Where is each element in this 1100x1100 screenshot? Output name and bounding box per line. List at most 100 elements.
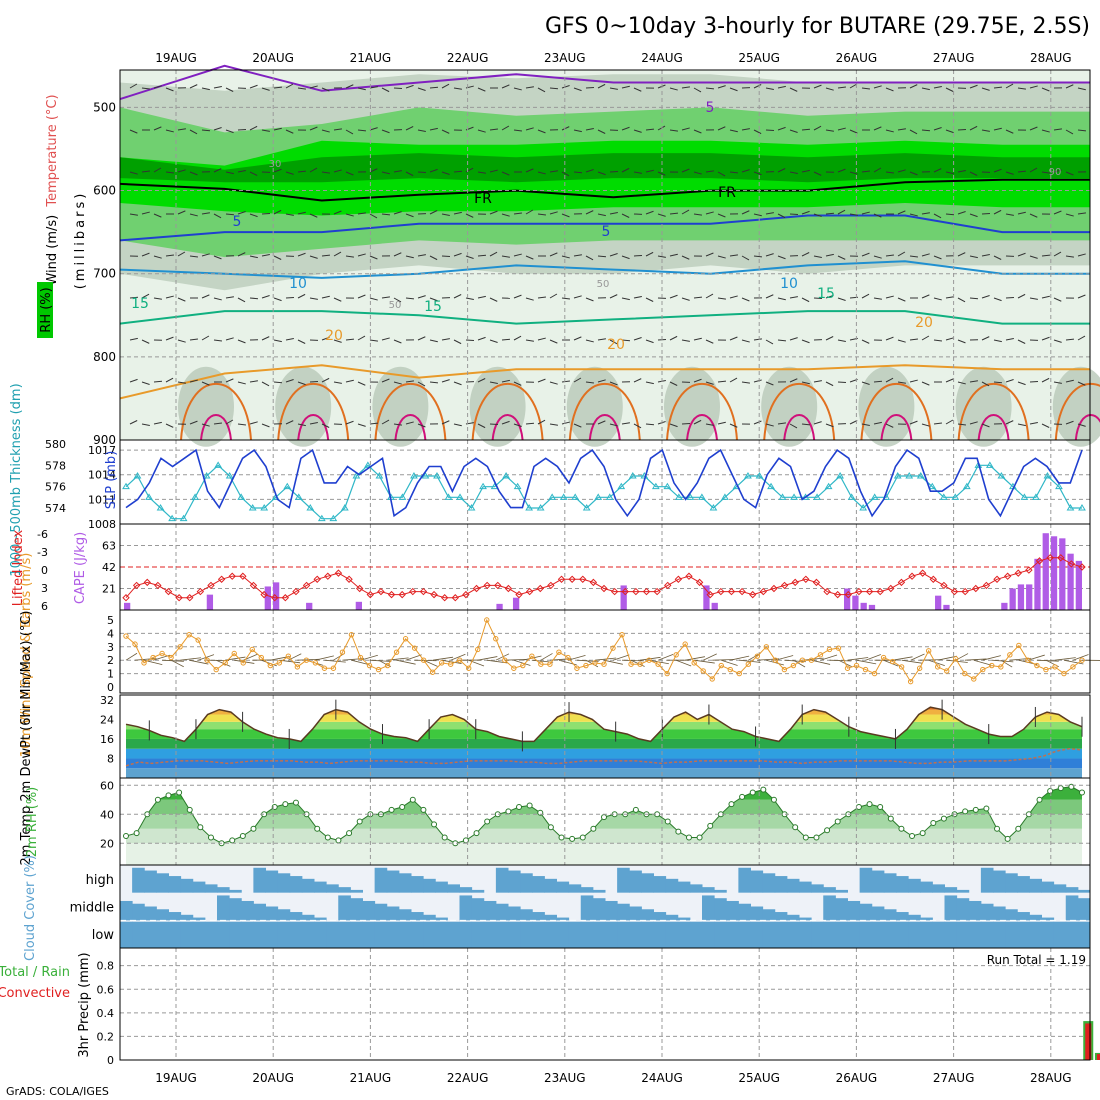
wind-speed-marker [285, 653, 292, 659]
credit: GrADS: COLA/IGES [6, 1085, 109, 1098]
wind-barb [1017, 423, 1026, 427]
li-tick-label: 3 [41, 582, 48, 595]
cloud-cell [726, 900, 739, 921]
wind-speed-marker [141, 660, 147, 666]
wind-barb [717, 421, 726, 425]
cloud-cell [665, 878, 679, 893]
wind-barb [297, 170, 307, 173]
cloud-cell [350, 898, 363, 921]
wind-barb [693, 213, 702, 216]
thickness-marker [536, 504, 545, 511]
wind-barb [573, 254, 582, 257]
wind-barb [261, 87, 270, 91]
li-marker [292, 587, 300, 596]
wind-barb [621, 126, 630, 131]
surface-wind-barb [468, 659, 485, 667]
wind-barb [261, 381, 270, 387]
wind-barb [1017, 381, 1026, 386]
cloud-cell [920, 881, 933, 893]
cloud-cell [459, 887, 473, 893]
rh-band [126, 828, 1082, 844]
cloud-cell [980, 903, 994, 921]
wind-barb [897, 210, 906, 215]
cloud-cell [217, 895, 230, 921]
rh-band [120, 153, 1090, 183]
wind-barb [501, 213, 510, 217]
wind-barb [969, 125, 978, 131]
wind-barb [897, 169, 906, 173]
thickness-marker [663, 482, 672, 490]
rh-marker [813, 834, 820, 841]
wind-barb [297, 87, 306, 90]
wind-barb [1041, 295, 1050, 299]
thickness-marker [513, 482, 522, 490]
cloud-cell [544, 921, 557, 948]
li-marker [950, 587, 959, 596]
wind-barb [813, 297, 823, 300]
rh-marker [675, 828, 682, 835]
wind-barb [621, 213, 630, 218]
wind-barb [129, 420, 138, 425]
precip-convective-bar [1085, 1023, 1092, 1060]
wind-speed-marker [574, 665, 580, 671]
wind-barb [837, 255, 846, 260]
surface-wind-barb [937, 655, 957, 661]
surface-wind-barb [1009, 657, 1032, 661]
rh-marker [1015, 825, 1022, 832]
rh-marker [282, 801, 289, 808]
wind-barb [333, 251, 342, 257]
wind-barb [921, 294, 930, 299]
wind-barb [693, 296, 703, 299]
surface-wind-barb [685, 656, 706, 661]
surface-wind-barb [694, 659, 715, 664]
temp-band [126, 729, 1082, 739]
hot-contour [394, 414, 427, 441]
wind-barb [321, 336, 330, 341]
wind-barb [561, 255, 570, 259]
wind-speed-marker [186, 632, 192, 638]
wind-barb [681, 297, 690, 301]
wind-barb [141, 381, 150, 385]
cloud-cell [714, 898, 727, 921]
isotherm-line [119, 310, 1090, 325]
hot-contour [783, 414, 816, 441]
wind-barb [729, 87, 738, 92]
li-marker [770, 584, 778, 593]
wind-speed-marker [565, 654, 571, 661]
cloud-cell [702, 895, 715, 921]
wind-barb [585, 339, 594, 343]
wind-speed-marker [411, 645, 418, 651]
wind-speed-marker [303, 657, 310, 663]
rh-marker [728, 801, 735, 808]
li-marker [547, 581, 555, 590]
wind-barb [801, 128, 811, 131]
pressure-tick-label: 600 [93, 184, 116, 198]
wind-barb [1065, 129, 1074, 135]
wind-speed-marker [790, 662, 797, 669]
wind-speed-marker [1079, 657, 1085, 663]
wind-barb [1005, 83, 1014, 89]
isotherm-line [119, 214, 1090, 242]
wind-barb [585, 255, 594, 261]
surface-wind-barb [919, 659, 942, 661]
wind-barb [369, 255, 378, 260]
thickness-marker [548, 493, 557, 500]
surface-wind-barb [125, 652, 138, 661]
surface-wind-barb [1036, 659, 1059, 662]
rh2m-axis-title: 2m RH (%) [25, 787, 40, 858]
wind-barb [489, 339, 498, 343]
contour-label: FR [474, 191, 492, 207]
wind-barb [1065, 379, 1074, 383]
top-date-label: 25AUG [738, 51, 780, 65]
rh-marker [930, 819, 937, 826]
cloud-cell [859, 921, 873, 948]
cloud-cell [968, 900, 982, 921]
cloud-cell [714, 921, 727, 948]
wind-barb [405, 126, 414, 131]
wind-barb [273, 297, 282, 302]
cloud-cell [702, 887, 715, 893]
wind-barb [393, 170, 402, 173]
cloud-cell [592, 898, 606, 921]
thickness-marker [237, 493, 246, 500]
wind-barb [981, 87, 990, 91]
